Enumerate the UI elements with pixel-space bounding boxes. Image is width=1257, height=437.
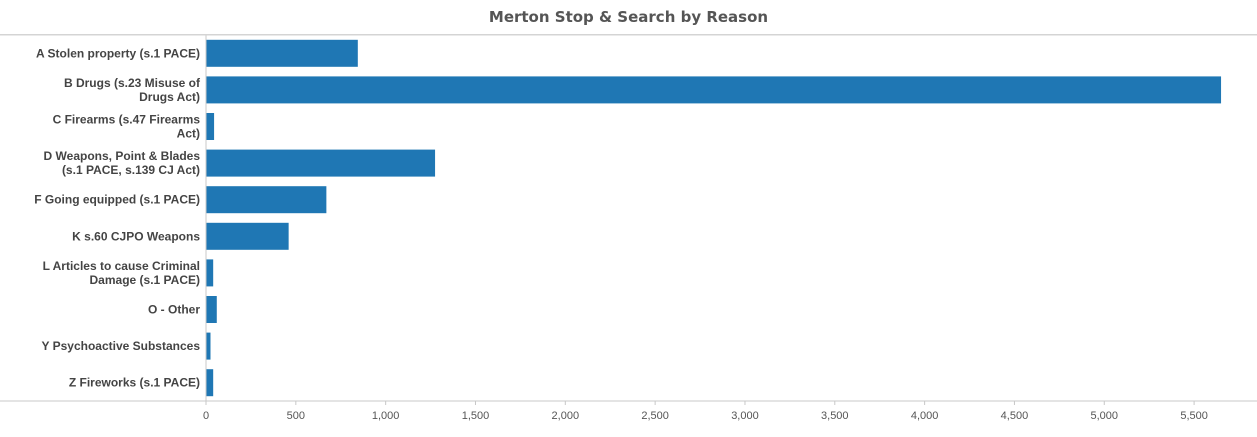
category-label-line: C Firearms (s.47 Firearms <box>53 113 201 127</box>
x-tick-label: 5,500 <box>1180 410 1208 422</box>
category-label-line: B Drugs (s.23 Misuse of <box>64 76 201 90</box>
x-tick-label: 1,500 <box>462 410 490 422</box>
category-label: L Articles to cause Criminal Damage (s.1 … <box>43 259 200 287</box>
category-label-line: Act) <box>177 127 200 141</box>
category-label-line: D Weapons, Point & Blades <box>44 149 201 163</box>
x-tick-label: 4,500 <box>1001 410 1029 422</box>
category-label-line: Damage (s.1 PACE) <box>90 273 200 287</box>
category-label: K s.60 CJPO Weapons <box>72 229 200 243</box>
bar[interactable] <box>206 332 211 360</box>
category-label-line: Y Psychoactive Substances <box>41 339 200 353</box>
category-label: O - Other <box>148 303 200 317</box>
bar[interactable] <box>206 259 214 287</box>
category-label-line: O - Other <box>148 303 200 317</box>
bars <box>206 39 1222 397</box>
bar[interactable] <box>206 113 215 140</box>
category-labels: A Stolen property (s.1 PACE) B Drugs (s.2… <box>34 46 201 389</box>
bar[interactable] <box>206 76 1222 104</box>
category-label: Y Psychoactive Substances <box>41 339 200 353</box>
bar[interactable] <box>206 149 436 177</box>
category-label: A Stolen property (s.1 PACE) <box>36 46 200 60</box>
x-tick-label: 1,000 <box>372 410 400 422</box>
category-label: D Weapons, Point & Blades (s.1 PACE, s.13… <box>44 149 201 177</box>
category-label-line: L Articles to cause Criminal <box>43 259 200 273</box>
x-tick-label: 0 <box>203 410 209 422</box>
x-tick-label: 2,000 <box>552 410 580 422</box>
x-axis: 0 500 1,000 1,500 2,000 2,500 3,000 3,500 4,000 4… <box>0 34 1257 422</box>
x-tick-label: 5,000 <box>1091 410 1119 422</box>
x-tick-label: 3,500 <box>821 410 849 422</box>
category-label: B Drugs (s.23 Misuse of Drugs Act) <box>64 76 201 104</box>
category-label: C Firearms (s.47 Firearms Act) <box>53 113 201 141</box>
bar[interactable] <box>206 369 214 397</box>
category-label-line: F Going equipped (s.1 PACE) <box>34 193 200 207</box>
x-tick-label: 500 <box>287 410 305 422</box>
x-tick-label: 3,000 <box>731 410 759 422</box>
x-tick-label: 4,000 <box>911 410 939 422</box>
category-label-line: K s.60 CJPO Weapons <box>72 229 200 243</box>
bar[interactable] <box>206 222 289 250</box>
category-label-line: Z Fireworks (s.1 PACE) <box>69 376 200 390</box>
x-tick-label: 2,500 <box>641 410 669 422</box>
bar[interactable] <box>206 186 327 214</box>
category-label-line: (s.1 PACE, s.139 CJ Act) <box>62 163 200 177</box>
category-label: Z Fireworks (s.1 PACE) <box>69 376 200 390</box>
category-label-line: A Stolen property (s.1 PACE) <box>36 46 200 60</box>
category-label: F Going equipped (s.1 PACE) <box>34 193 200 207</box>
bar[interactable] <box>206 39 358 67</box>
bar[interactable] <box>206 296 217 323</box>
category-label-line: Drugs Act) <box>139 90 200 104</box>
